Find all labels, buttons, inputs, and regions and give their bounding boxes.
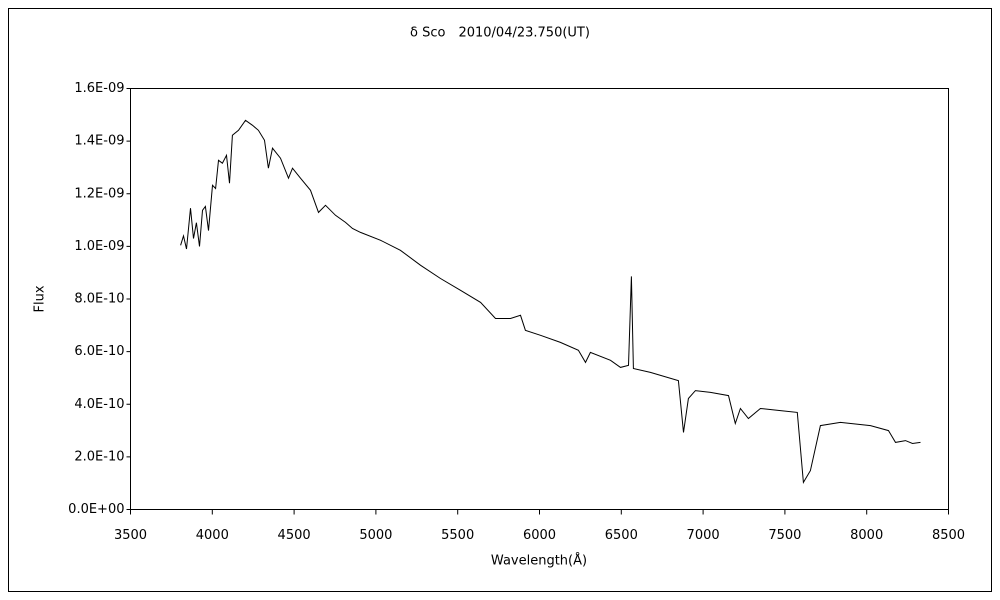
- x-tick-label: 6500: [605, 528, 638, 543]
- y-tick-label: 1.0E-09: [74, 239, 124, 254]
- y-tick-label: 1.2E-09: [74, 186, 124, 201]
- x-tick-label: 5500: [441, 528, 474, 543]
- x-tick-label: 7000: [687, 528, 720, 543]
- y-axis-label: Flux: [33, 285, 48, 312]
- y-tick-label: 8.0E-10: [74, 292, 124, 307]
- y-tick-label: 4.0E-10: [74, 397, 124, 412]
- x-tick-label: 8500: [932, 528, 965, 543]
- y-tick-label: 1.6E-09: [74, 81, 124, 96]
- y-tick-label: 0.0E+00: [68, 502, 124, 517]
- x-tick-label: 8000: [850, 528, 883, 543]
- chart-title: δ Sco 2010/04/23.750(UT): [410, 26, 590, 41]
- x-axis-label: Wavelength(Å): [491, 553, 587, 569]
- x-tick-label: 4000: [196, 528, 229, 543]
- x-tick-label: 7500: [768, 528, 801, 543]
- y-tick-label: 1.4E-09: [74, 134, 124, 149]
- x-tick-label: 6000: [523, 528, 556, 543]
- y-tick-label: 6.0E-10: [74, 344, 124, 359]
- x-tick-label: 5000: [359, 528, 392, 543]
- x-tick-label: 3500: [114, 528, 147, 543]
- spectrum-line: [180, 119, 921, 484]
- y-tick-label: 2.0E-10: [74, 449, 124, 464]
- x-tick-label: 4500: [278, 528, 311, 543]
- chart-frame: [8, 8, 992, 592]
